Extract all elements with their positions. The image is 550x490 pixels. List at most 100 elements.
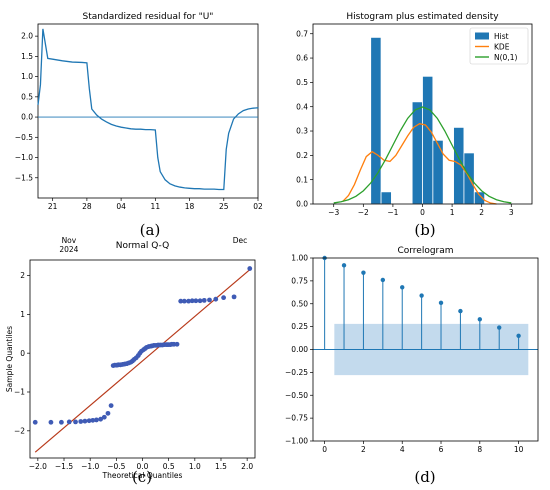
- acf-marker: [419, 293, 424, 298]
- chart-title: Standardized residual for "U": [83, 12, 214, 22]
- x-axis-label: Theoretical Quantiles: [102, 471, 183, 480]
- x-tick-label: 0: [322, 445, 327, 454]
- acf-marker: [516, 333, 521, 338]
- qq-point: [201, 297, 207, 303]
- x-tick-label: −3: [328, 208, 339, 217]
- y-tick-label: 0.1: [296, 175, 308, 184]
- qq-reference-line: [34, 269, 251, 453]
- x-tick-label: 10: [514, 445, 524, 454]
- x-tick-label: 2.0: [241, 462, 253, 471]
- legend-swatch-hist: [475, 32, 489, 40]
- y-tick-label: 0.00: [291, 345, 308, 354]
- chart-title: Normal Q-Q: [116, 241, 169, 251]
- y-tick-label: −1.0: [15, 153, 33, 162]
- x-tick-label: −1.5: [55, 462, 73, 471]
- qq-point: [178, 298, 184, 304]
- qq-point: [58, 419, 64, 425]
- x-tick-label: 1.0: [189, 462, 201, 471]
- y-tick-label: 1.00: [291, 254, 308, 263]
- x-tick-label: 21: [48, 202, 58, 211]
- x-tick-label: −1: [387, 208, 398, 217]
- qq-point: [94, 417, 99, 423]
- qq-point: [73, 419, 78, 425]
- histogram-bar: [422, 75, 434, 205]
- x-date-sublabel: 2024: [59, 245, 78, 254]
- qq-point: [105, 410, 111, 416]
- qq-point: [82, 418, 88, 424]
- y-tick-label: −0.75: [285, 414, 308, 423]
- panel-c-qq-plot: Normal Q-Q −2 −1 0 1 2 −2.0 −1.5 −1.0 −0.5 0.0 0.5 1…: [5, 241, 256, 486]
- y-tick-label: 0.6: [296, 54, 308, 63]
- y-tick-label: 0: [20, 349, 25, 358]
- panel-caption: (a): [140, 221, 161, 239]
- y-tick-label: −0.50: [285, 391, 308, 400]
- x-tick-label: 2: [479, 208, 484, 217]
- panel-caption: (c): [132, 468, 152, 486]
- x-tick-label: −0.5: [107, 462, 125, 471]
- y-tick-label: −1.5: [15, 173, 33, 182]
- y-tick-label: 0.2: [296, 151, 308, 160]
- y-tick-label: 0.0: [21, 113, 33, 122]
- x-tick-label: 11: [151, 202, 161, 211]
- x-tick-label: 8: [477, 445, 482, 454]
- x-date-sublabel: Nov: [62, 236, 77, 245]
- x-tick-label: 1: [450, 208, 455, 217]
- y-tick-label: 0.25: [291, 322, 308, 331]
- x-date-sublabel: Dec: [233, 236, 248, 245]
- x-tick-label: 3: [509, 208, 514, 217]
- y-tick-label: 2: [20, 271, 25, 280]
- x-tick-label: 28: [82, 202, 92, 211]
- y-tick-label: 0.50: [291, 299, 308, 308]
- qq-point: [78, 419, 84, 424]
- x-tick-label: 18: [185, 202, 195, 211]
- y-tick-label: 0.7: [296, 29, 308, 38]
- plot-area: [37, 23, 259, 199]
- qq-point: [197, 298, 203, 304]
- histogram-bar: [380, 191, 392, 205]
- acf-marker: [438, 300, 444, 306]
- acf-marker: [341, 263, 347, 268]
- qq-point: [186, 298, 191, 304]
- x-tick-label: −1.0: [81, 462, 99, 471]
- chart-title: Histogram plus estimated density: [346, 12, 499, 22]
- acf-marker: [497, 325, 502, 330]
- histogram-bar: [411, 101, 423, 205]
- qq-point: [213, 296, 219, 302]
- legend-entry: Hist: [494, 32, 509, 41]
- y-tick-label: 0.5: [21, 92, 33, 101]
- y-tick-label: 0.4: [296, 102, 308, 111]
- y-tick-label: 2.0: [21, 32, 33, 41]
- x-tick-label: 0.5: [163, 462, 175, 471]
- qq-point: [101, 414, 107, 420]
- legend-entry: N(0,1): [494, 53, 517, 62]
- y-tick-label: −1: [14, 388, 25, 397]
- y-tick-label: −2: [14, 426, 25, 435]
- y-tick-label: 0.3: [296, 127, 308, 136]
- x-tick-label: 04: [116, 202, 126, 211]
- x-tick-label: 0.0: [137, 462, 149, 471]
- x-tick-label: −2.0: [29, 462, 47, 471]
- acf-marker: [361, 270, 366, 275]
- y-axis-label: Sample Quantiles: [5, 326, 14, 392]
- acf-marker: [380, 277, 386, 283]
- x-tick-label: 02: [253, 202, 263, 211]
- y-tick-label: −0.5: [15, 133, 33, 142]
- acf-marker: [477, 317, 483, 322]
- x-tick-label: 1.5: [215, 462, 227, 471]
- histogram-bar: [370, 36, 382, 205]
- panel-caption: (d): [414, 468, 435, 486]
- kde-curve: [342, 123, 497, 205]
- y-tick-label: 1.5: [21, 52, 33, 61]
- qq-point: [90, 417, 96, 423]
- qq-point: [48, 419, 54, 425]
- qq-point: [231, 294, 237, 300]
- qq-point: [189, 298, 195, 304]
- histogram-bar: [432, 139, 444, 205]
- x-tick-label: 2: [361, 445, 366, 454]
- qq-point: [108, 403, 114, 408]
- x-tick-label: −2: [358, 208, 369, 217]
- legend-entry: KDE: [494, 42, 510, 51]
- x-tick-label: 0: [420, 208, 425, 217]
- panel-a-residual-plot: Standardized residual for "U" −1.5 −1.0 −0.…: [15, 12, 263, 254]
